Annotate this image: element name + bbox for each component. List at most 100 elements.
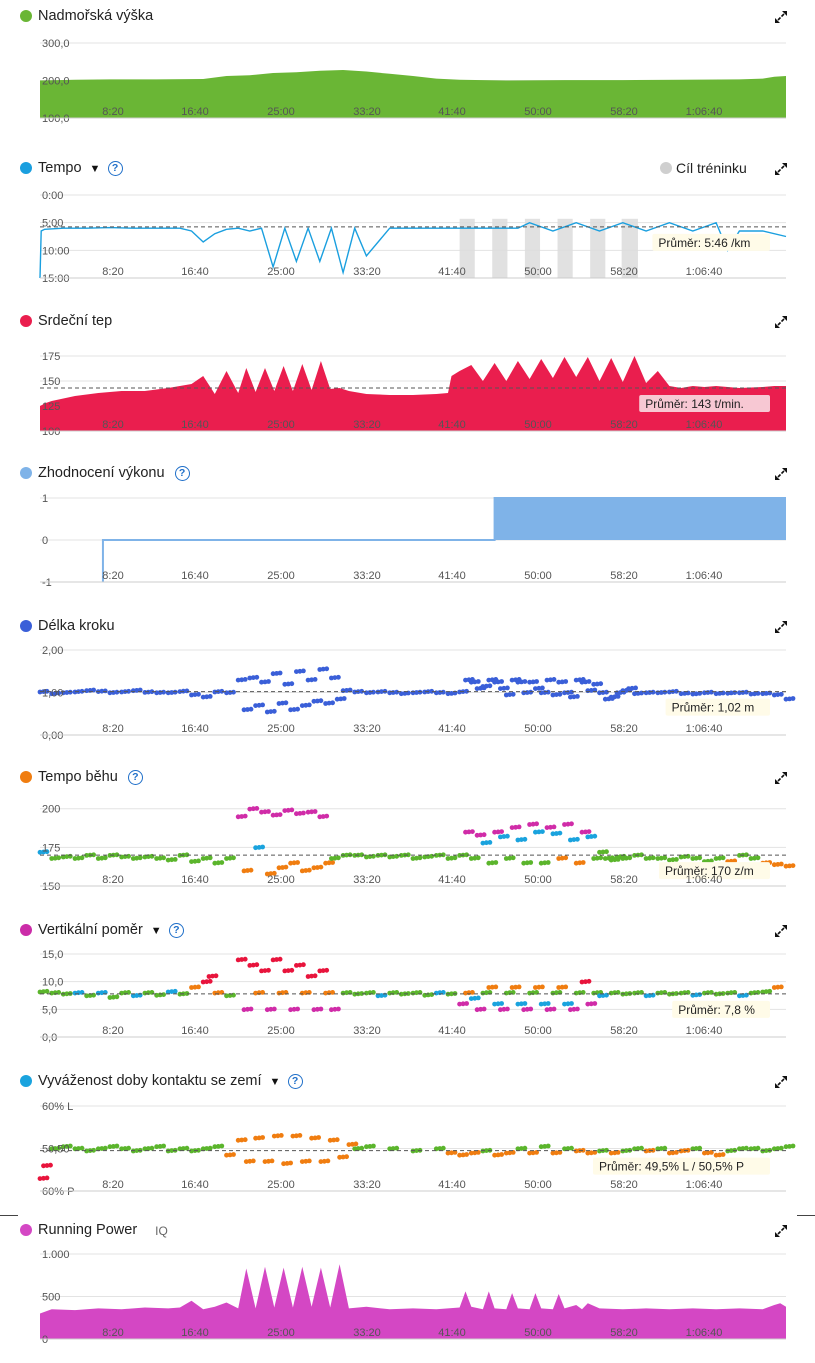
data-point xyxy=(177,991,183,997)
data-point xyxy=(771,985,777,990)
x-tick-label: 41:40 xyxy=(438,1179,466,1191)
dropdown-caret-icon[interactable]: ▼ xyxy=(150,925,162,937)
data-point xyxy=(720,855,726,861)
help-icon[interactable]: ? xyxy=(127,770,143,785)
expand-icon[interactable] xyxy=(773,466,789,482)
data-point xyxy=(775,692,781,697)
data-point xyxy=(336,855,341,861)
data-point xyxy=(260,990,265,995)
x-tick-label: 58:20 xyxy=(610,1025,638,1037)
data-point xyxy=(320,968,326,973)
y-tick-label: 15:00 xyxy=(42,273,70,285)
average-label-bg xyxy=(639,395,770,412)
data-point xyxy=(573,677,579,683)
data-point xyxy=(192,984,198,990)
x-tick-label: 16:40 xyxy=(181,266,209,278)
data-point xyxy=(460,1152,466,1158)
data-point xyxy=(592,833,598,839)
data-point xyxy=(344,852,349,858)
data-point xyxy=(177,1146,183,1152)
chart-heart_rate: Průměr: 143 t/min. 175 150 125 100 8:20 16:40 2… xyxy=(40,351,786,438)
y-tick-label: 5:00 xyxy=(42,218,63,230)
data-point xyxy=(417,689,423,695)
data-point xyxy=(371,1143,376,1149)
data-point xyxy=(210,973,215,979)
data-point xyxy=(522,1145,528,1151)
data-point xyxy=(530,1150,536,1156)
data-point xyxy=(235,814,241,820)
data-point xyxy=(196,1147,201,1153)
data-point xyxy=(744,852,749,858)
data-point xyxy=(212,1144,218,1150)
data-point xyxy=(414,1148,419,1153)
data-point xyxy=(259,968,264,974)
data-point xyxy=(200,1146,206,1152)
x-tick-label: 1:06:40 xyxy=(686,723,723,735)
data-point xyxy=(583,829,588,835)
data-point xyxy=(352,1146,358,1152)
data-point xyxy=(266,967,271,973)
data-point xyxy=(732,690,738,695)
data-point xyxy=(499,1152,504,1157)
x-tick-label: 16:40 xyxy=(181,723,209,735)
data-point xyxy=(284,1161,290,1166)
expand-icon[interactable] xyxy=(773,314,789,330)
help-icon[interactable]: ? xyxy=(168,923,184,938)
data-point xyxy=(487,683,493,689)
data-point xyxy=(562,1001,567,1007)
data-point xyxy=(327,1137,333,1143)
data-point xyxy=(346,1142,352,1147)
data-point xyxy=(437,1146,443,1151)
data-point xyxy=(713,856,719,861)
data-point xyxy=(515,1146,521,1152)
help-icon[interactable]: ? xyxy=(174,466,190,481)
data-point xyxy=(588,1001,594,1007)
data-point xyxy=(551,824,557,830)
data-point xyxy=(783,1144,789,1150)
data-point xyxy=(49,856,55,861)
data-point xyxy=(608,694,614,700)
data-point xyxy=(276,865,282,871)
data-point xyxy=(288,707,293,713)
data-point xyxy=(472,995,478,1001)
data-point xyxy=(247,806,253,812)
expand-icon[interactable] xyxy=(773,619,789,635)
help-icon[interactable]: ? xyxy=(287,1074,303,1089)
y-tick-label: 300,0 xyxy=(42,38,70,50)
data-point xyxy=(530,821,536,827)
data-point xyxy=(245,1006,250,1012)
goal-legend-label[interactable]: Cíl tréninku xyxy=(676,160,747,176)
data-point xyxy=(290,1133,296,1139)
expand-icon[interactable] xyxy=(773,9,789,25)
data-point xyxy=(536,829,542,835)
data-point xyxy=(577,860,583,866)
data-point xyxy=(474,1007,480,1013)
data-point xyxy=(445,1150,451,1156)
data-point xyxy=(519,1146,524,1151)
data-point xyxy=(301,810,306,816)
expand-icon[interactable] xyxy=(773,923,789,939)
data-point xyxy=(320,814,326,819)
dropdown-caret-icon[interactable]: ▼ xyxy=(89,163,101,175)
data-point xyxy=(563,984,569,990)
data-point xyxy=(207,1145,213,1151)
data-point xyxy=(556,679,562,685)
help-icon[interactable]: ? xyxy=(107,161,123,176)
data-point xyxy=(297,811,303,816)
y-tick-label: 10,0 xyxy=(42,977,63,989)
data-point xyxy=(303,1158,309,1164)
dropdown-caret-icon[interactable]: ▼ xyxy=(269,1076,281,1088)
expand-icon[interactable] xyxy=(773,161,789,177)
x-tick-label: 50:00 xyxy=(524,266,552,278)
data-point xyxy=(533,829,538,835)
goal-band xyxy=(459,218,475,278)
data-point xyxy=(146,1146,151,1151)
expand-icon[interactable] xyxy=(773,1223,789,1239)
data-point xyxy=(575,836,580,842)
expand-icon[interactable] xyxy=(773,1074,789,1090)
data-point xyxy=(72,1146,78,1152)
expand-icon[interactable] xyxy=(773,770,789,786)
data-point xyxy=(678,691,684,697)
data-point xyxy=(565,821,571,827)
data-point xyxy=(76,855,81,861)
